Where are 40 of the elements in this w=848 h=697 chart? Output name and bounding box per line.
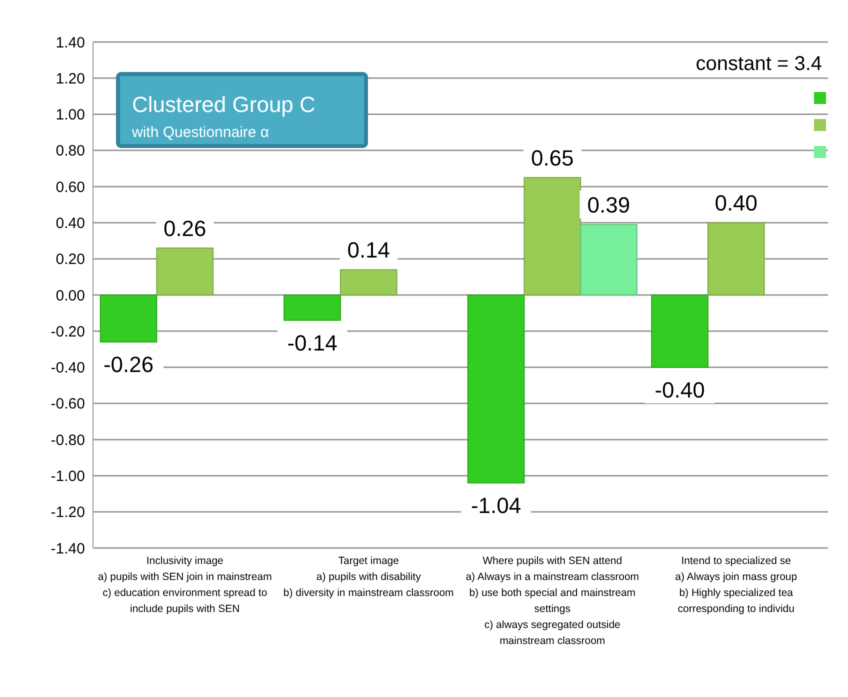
data-label: -0.26: [103, 352, 154, 377]
y-tick-label: 1.00: [56, 106, 85, 124]
bar: [156, 248, 214, 296]
bar: [467, 294, 525, 484]
y-tick-label: -0.20: [50, 323, 85, 340]
x-tick-label: Target image a) pupils with disability b) diversity in mainstream classroom: [283, 555, 454, 599]
bar: [580, 224, 638, 296]
text: Clustered Group C: [132, 92, 316, 117]
data-label: -0.40: [654, 377, 705, 402]
y-tick-label: 0.00: [56, 287, 85, 304]
annotation: constant = 3.4: [696, 53, 822, 75]
data-label: -1.04: [470, 492, 522, 518]
y-tick-label: 0.60: [56, 178, 85, 196]
y-tick-label: 0.20: [56, 251, 85, 268]
x-tick-label: Where pupils with SEN attend a) Always in a mainstream classroom b) use both special and mainstream settings c) always segregated outside mainstream classroom: [466, 555, 640, 647]
y-tick-label: -0.40: [50, 360, 85, 377]
y-tick-label: 1.40: [56, 34, 85, 52]
y-tick-label: -0.80: [50, 432, 85, 449]
text: with Questionnaire α: [131, 124, 270, 141]
data-label: 0.26: [163, 216, 206, 242]
bar: [651, 294, 708, 368]
bar: [100, 294, 158, 342]
y-tick-label: 0.80: [56, 142, 85, 160]
data-label: 0.14: [347, 238, 390, 263]
y-tick-label: -0.60: [50, 396, 85, 413]
data-label: -0.14: [287, 330, 338, 356]
bar: [340, 269, 398, 296]
y-tick-label: 0.40: [56, 214, 85, 232]
bar: [524, 177, 582, 296]
data-label: 0.40: [714, 190, 758, 216]
data-label: 0.65: [530, 146, 574, 171]
bar: [284, 294, 341, 321]
bar: [707, 222, 765, 296]
y-tick-label: -1.00: [50, 468, 85, 485]
x-tick-label: Inclusivity image a) pupils with SEN join in mainstream c) education environment spread to include pupils with SEN: [98, 555, 272, 615]
y-tick-label: 1.20: [56, 70, 85, 88]
x-tick-label: Intend to specialized se a) Always join mass group b) Highly specialized tea corresponding to individu: [675, 555, 798, 615]
y-tick-label: -1.40: [50, 540, 85, 558]
y-tick-label: -1.20: [50, 504, 85, 522]
data-label: 0.39: [587, 192, 630, 218]
